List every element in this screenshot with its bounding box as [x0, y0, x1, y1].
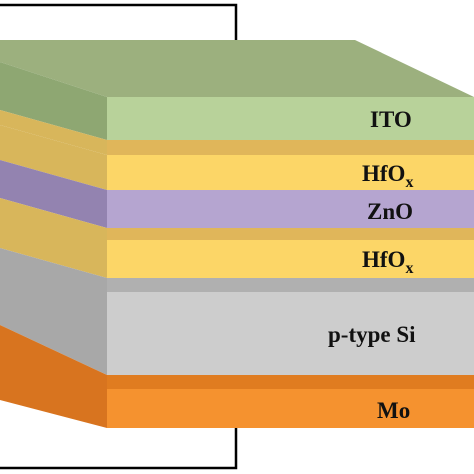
zno-hfox-interface	[107, 228, 474, 240]
hfox-top-layer	[107, 155, 474, 190]
layer-side-faces	[0, 62, 107, 428]
zno-label: ZnO	[367, 199, 413, 224]
ito-hfox-interface	[107, 140, 474, 155]
si-mo-interface	[107, 375, 474, 389]
ito-layer	[107, 97, 474, 140]
p-si-side	[0, 248, 107, 375]
stack-top-surface	[0, 40, 474, 97]
p-si-layer	[107, 292, 474, 375]
zno-layer	[107, 190, 474, 228]
mo-layer	[107, 389, 474, 428]
hfox-bottom-side	[0, 198, 107, 278]
hfox-top-side	[0, 125, 107, 190]
bottom-contact-wire	[0, 428, 238, 470]
hfox-si-interface	[107, 278, 474, 292]
layer-front-faces	[107, 97, 474, 428]
mo-side	[0, 325, 107, 428]
hfox-bottom-label: HfOx	[362, 247, 413, 277]
ito-label: ITO	[370, 107, 412, 132]
mo-label: Mo	[377, 398, 410, 423]
zno-side	[0, 160, 107, 228]
p-si-label: p-type Si	[328, 322, 416, 347]
hfox-top-label: HfOx	[362, 161, 413, 191]
ito-side	[0, 62, 107, 140]
gap1-side	[0, 110, 107, 155]
hfox-bottom-layer	[107, 240, 474, 278]
